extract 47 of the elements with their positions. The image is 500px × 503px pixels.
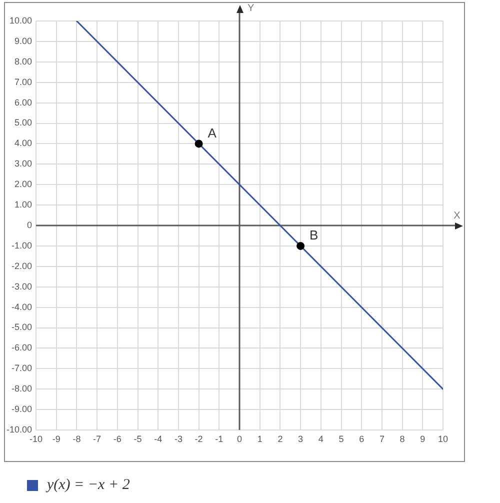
y-tick-label: 8.00	[14, 56, 32, 66]
x-tick-label: -7	[93, 434, 102, 444]
y-tick-label: -9.00	[11, 404, 32, 414]
x-tick-label: -5	[134, 434, 142, 444]
y-tick-label: -8.00	[11, 384, 32, 394]
x-tick-label: -4	[154, 434, 162, 444]
y-tick-label: 3.00	[14, 158, 32, 169]
y-tick-label: 7.00	[14, 76, 32, 87]
y-tick-label: -2.00	[11, 260, 32, 271]
y-tick-label: 6.00	[14, 97, 32, 108]
x-tick-label: -2	[194, 434, 203, 444]
y-axis-title: Y	[248, 2, 254, 14]
y-tick-label: 4.00	[14, 138, 32, 148]
y-tick-label: -3.00	[11, 281, 32, 292]
x-tick-label: 2	[278, 434, 283, 444]
y-tick-label: 1.00	[14, 200, 32, 210]
x-tick-label: -10	[29, 434, 43, 444]
x-tick-label: 9	[420, 434, 426, 444]
x-tick-label: 0	[236, 434, 242, 444]
x-tick-label: 10	[438, 434, 448, 444]
y-tick-label: -5.00	[11, 322, 32, 332]
x-tick-label: 6	[359, 434, 364, 444]
x-tick-label: -9	[52, 434, 60, 444]
y-tick-label: -10.00	[6, 424, 32, 434]
annotation: A	[208, 125, 217, 140]
y-tick-label: -7.00	[11, 363, 32, 374]
x-tick-label: -1	[215, 434, 224, 444]
x-tick-label: 1	[257, 434, 262, 444]
y-tick-label: 9.00	[14, 36, 32, 46]
x-tick-label: -6	[113, 434, 122, 444]
x-tick-label: 3	[298, 434, 304, 444]
annotation: B	[310, 228, 318, 243]
legend-label: y(x) = −x + 2	[47, 477, 130, 494]
x-tick-label: 7	[379, 434, 384, 444]
x-tick-label: 8	[400, 434, 405, 444]
x-tick-label: -8	[72, 434, 81, 444]
y-tick-label: -1.00	[11, 240, 32, 250]
y-tick-label: -4.00	[11, 302, 32, 312]
y-tick-label: 10.00	[9, 15, 32, 26]
x-tick-label: -3	[174, 434, 182, 444]
x-tick-label: 5	[338, 434, 344, 444]
y-tick-label: 2.00	[14, 179, 32, 190]
y-tick-label: 5.00	[14, 118, 32, 128]
y-tick-label: -6.00	[11, 342, 32, 353]
x-axis-title: X	[454, 210, 461, 222]
y-tick-label: 0	[26, 220, 32, 230]
x-tick-label: 4	[318, 434, 324, 444]
